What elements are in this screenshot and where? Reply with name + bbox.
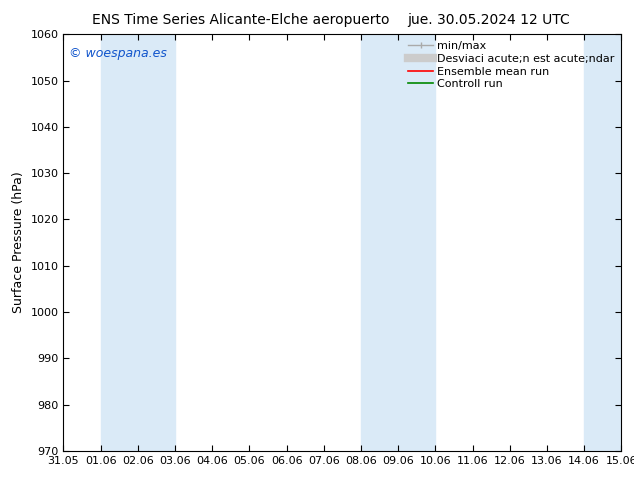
Bar [584,34,621,451]
Text: © woespana.es: © woespana.es [69,47,167,60]
Text: jue. 30.05.2024 12 UTC: jue. 30.05.2024 12 UTC [407,13,569,27]
Text: ENS Time Series Alicante-Elche aeropuerto: ENS Time Series Alicante-Elche aeropuert… [92,13,390,27]
Legend: min/max, Desviaci acute;n est acute;ndar, Ensemble mean run, Controll run: min/max, Desviaci acute;n est acute;ndar… [404,37,619,94]
Y-axis label: Surface Pressure (hPa): Surface Pressure (hPa) [12,172,25,314]
Bar [101,34,175,451]
Bar [361,34,436,451]
